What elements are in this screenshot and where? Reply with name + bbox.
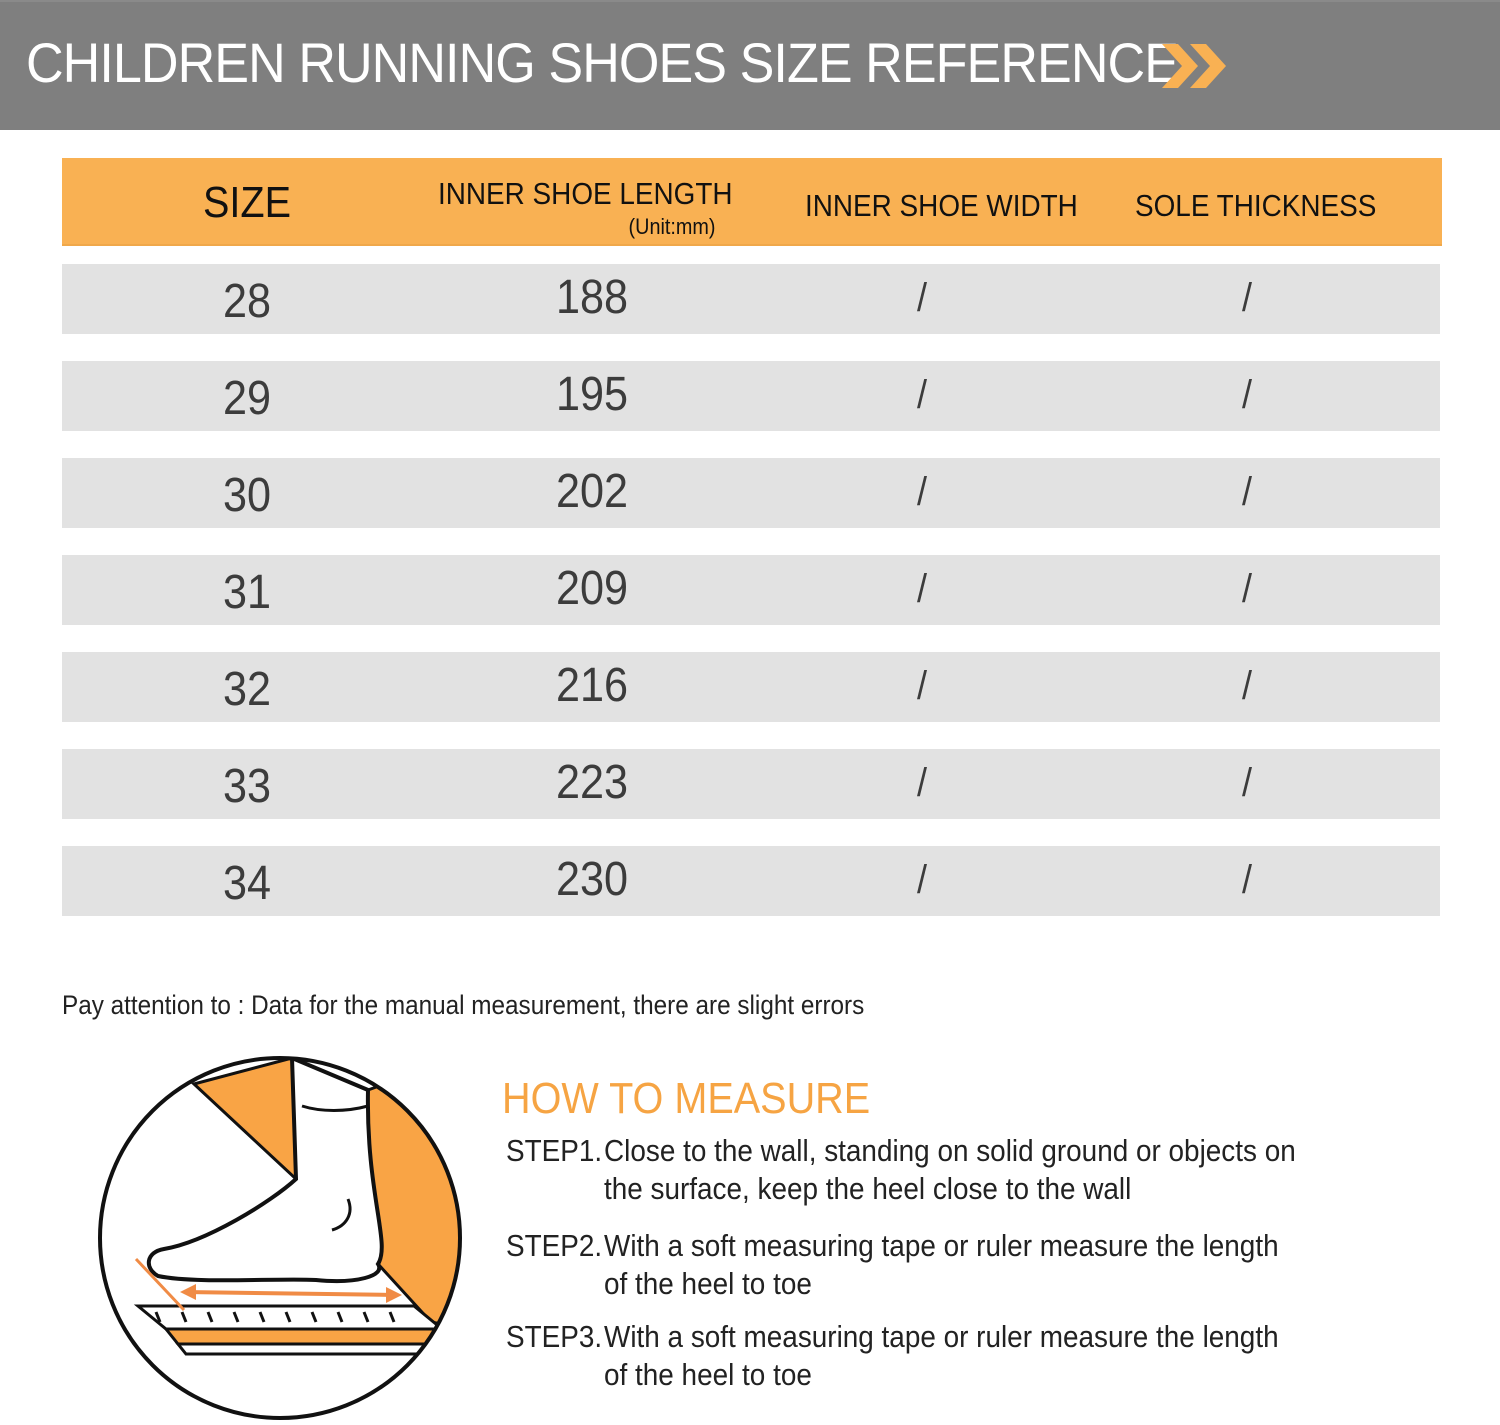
- step-1: STEP1. Close to the wall, standing on so…: [506, 1132, 1296, 1206]
- table-row: 34 230 / /: [62, 846, 1440, 916]
- cell-sole-thickness: /: [1241, 858, 1253, 902]
- page-title: CHILDREN RUNNING SHOES SIZE REFERENCE: [26, 31, 1179, 94]
- table-row: 33 223 / /: [62, 749, 1440, 819]
- step-label: STEP1.: [506, 1133, 603, 1168]
- header-size: SIZE: [202, 178, 292, 227]
- cell-sole-thickness: /: [1241, 664, 1253, 708]
- step-label: STEP2.: [506, 1228, 603, 1263]
- cell-inner-length: 216: [555, 659, 629, 712]
- cell-inner-length: 230: [555, 853, 629, 906]
- cell-size: 32: [222, 663, 272, 716]
- cell-inner-length: 188: [555, 271, 629, 324]
- cell-sole-thickness: /: [1241, 276, 1253, 320]
- cell-inner-width: /: [916, 470, 928, 514]
- step-text: Close to the wall, standing on solid gro…: [604, 1133, 1296, 1168]
- step-text-continued: the surface, keep the heel close to the …: [604, 1171, 1132, 1206]
- step-3: STEP3. With a soft measuring tape or rul…: [506, 1318, 1279, 1392]
- header-inner-length: INNER SHOE LENGTH: [438, 176, 733, 211]
- step-label: STEP3.: [506, 1319, 603, 1354]
- header-sole-thickness: SOLE THICKNESS: [1135, 188, 1377, 223]
- cell-inner-length: 223: [555, 756, 629, 809]
- cell-sole-thickness: /: [1241, 567, 1253, 611]
- table-row: 30 202 / /: [62, 458, 1440, 528]
- table-body: 28 188 / / 29 195 / / 30 202 / / 31 209 …: [62, 264, 1440, 943]
- cell-size: 30: [222, 469, 272, 522]
- cell-inner-width: /: [916, 373, 928, 417]
- step-2: STEP2. With a soft measuring tape or rul…: [506, 1227, 1279, 1301]
- cell-size: 33: [222, 760, 272, 813]
- cell-size: 31: [222, 566, 272, 619]
- cell-inner-length: 209: [555, 562, 629, 615]
- foot-measurement-icon: [98, 1056, 462, 1420]
- title-banner: CHILDREN RUNNING SHOES SIZE REFERENCE: [0, 0, 1500, 130]
- table-row: 31 209 / /: [62, 555, 1440, 625]
- table-row: 32 216 / /: [62, 652, 1440, 722]
- cell-inner-width: /: [916, 858, 928, 902]
- measurement-note: Pay attention to : Data for the manual m…: [62, 990, 865, 1020]
- size-table: SIZE INNER SHOE LENGTH (Unit:mm) INNER S…: [62, 158, 1442, 916]
- step-text-continued: of the heel to toe: [604, 1266, 812, 1301]
- table-row: 29 195 / /: [62, 361, 1440, 431]
- cell-inner-width: /: [916, 761, 928, 805]
- cell-sole-thickness: /: [1241, 761, 1253, 805]
- cell-inner-length: 202: [555, 465, 629, 518]
- cell-sole-thickness: /: [1241, 470, 1253, 514]
- cell-inner-width: /: [916, 276, 928, 320]
- step-text: With a soft measuring tape or ruler meas…: [604, 1228, 1279, 1263]
- cell-size: 28: [222, 275, 272, 328]
- cell-size: 29: [222, 372, 272, 425]
- step-text-continued: of the heel to toe: [604, 1357, 812, 1392]
- how-to-measure-title: HOW TO MEASURE: [502, 1074, 871, 1123]
- double-chevron-right-icon: [1162, 44, 1226, 88]
- cell-inner-width: /: [916, 567, 928, 611]
- header-inner-width: INNER SHOE WIDTH: [805, 188, 1078, 223]
- cell-inner-length: 195: [555, 368, 629, 421]
- cell-sole-thickness: /: [1241, 373, 1253, 417]
- cell-inner-width: /: [916, 664, 928, 708]
- step-text: With a soft measuring tape or ruler meas…: [604, 1319, 1279, 1354]
- table-row: 28 188 / /: [62, 264, 1440, 334]
- cell-size: 34: [222, 857, 272, 910]
- table-header: SIZE INNER SHOE LENGTH (Unit:mm) INNER S…: [62, 158, 1442, 246]
- header-unit: (Unit:mm): [628, 214, 716, 239]
